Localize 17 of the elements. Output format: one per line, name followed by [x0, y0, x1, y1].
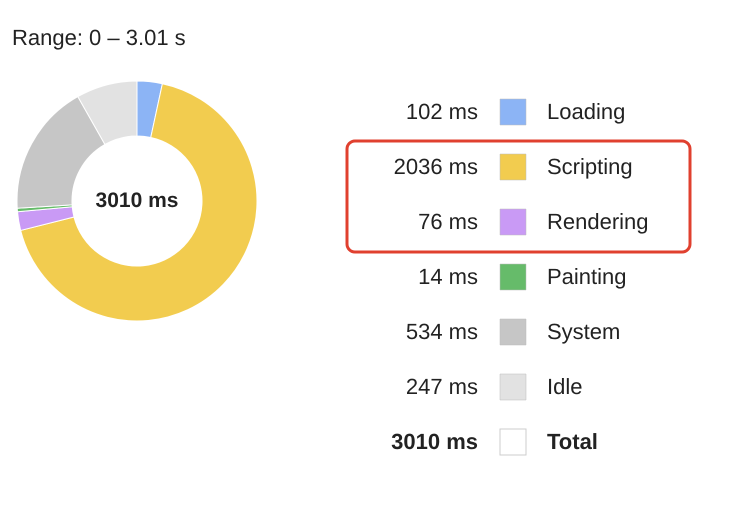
donut-slice: [20, 83, 258, 322]
legend-label: Scripting: [547, 154, 633, 179]
text: 3010 ms: [96, 189, 178, 212]
legend-label: Loading: [547, 99, 626, 124]
data-label: 534 ms: [406, 319, 478, 344]
legend-label: System: [547, 319, 620, 344]
chart-title: Range: 0 – 3.01 s: [12, 25, 186, 50]
text: 3010 ms: [391, 429, 478, 454]
legend-label: Painting: [547, 264, 627, 289]
data-label: 102 ms: [406, 99, 478, 124]
data-label: 2036 ms: [394, 154, 478, 179]
legend-label: Idle: [547, 374, 582, 399]
data-label: 247 ms: [406, 374, 478, 399]
legend-label: Rendering: [547, 209, 649, 234]
data-label: 14 ms: [418, 264, 478, 289]
data-label: 76 ms: [418, 209, 478, 234]
text: Total: [547, 429, 598, 454]
